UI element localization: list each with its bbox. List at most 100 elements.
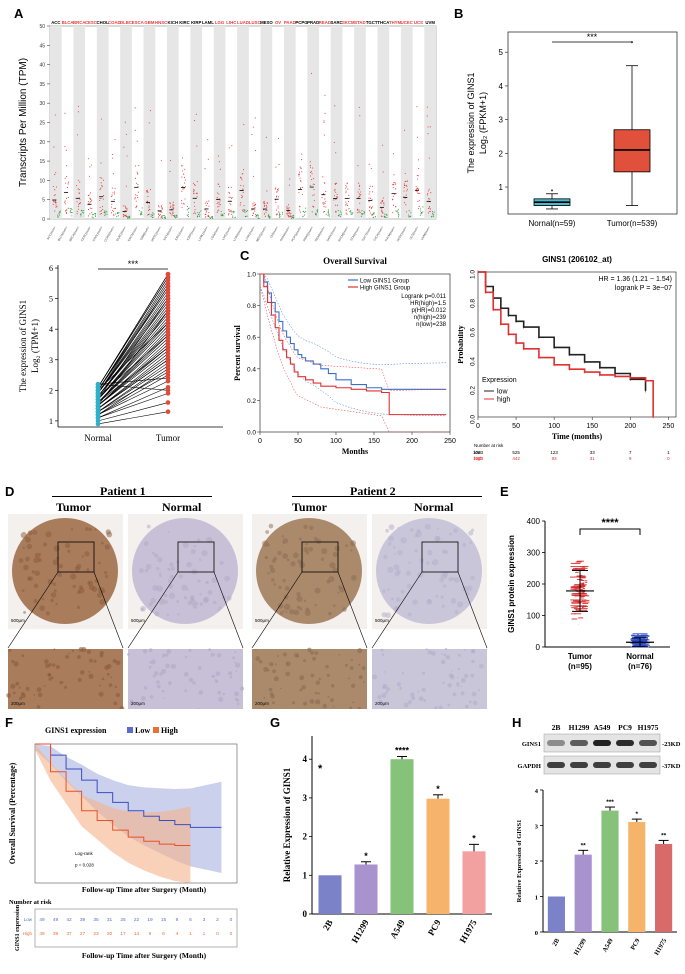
x-tick-label: 250 — [663, 423, 675, 430]
tumor-dot — [99, 189, 101, 191]
cancer-label: DLBC — [120, 20, 132, 25]
zoom-speckle — [381, 653, 385, 656]
chart-title: GINS1 (206102_at) — [542, 255, 612, 264]
zoom-speckle — [197, 666, 202, 670]
tissue-speckle — [405, 570, 411, 576]
tissue-speckle — [67, 549, 71, 553]
tumor-dot — [76, 213, 78, 215]
y-tick-label: 3 — [303, 793, 308, 803]
tumor-point — [165, 308, 171, 314]
normal-dot — [220, 213, 222, 215]
tumor-dot — [266, 206, 268, 208]
tumor-dot — [405, 211, 407, 213]
tissue-speckle — [296, 591, 301, 597]
scale-label: 200μm — [11, 701, 25, 706]
tumor-dot — [382, 144, 384, 146]
tumor-dot — [77, 206, 79, 208]
tumor-dot — [66, 165, 68, 167]
tumor-dot — [216, 197, 218, 199]
normal-dot — [141, 214, 143, 216]
tumor-dot — [100, 212, 103, 215]
tumor-dot — [100, 182, 102, 184]
y-tick-label: 0 — [42, 217, 45, 223]
tumor-dot — [336, 204, 339, 206]
x-tick-label: LGG(num= — [210, 225, 221, 240]
tumor-dot — [403, 187, 405, 189]
tumor-dot — [240, 177, 242, 179]
x-tick-label: LUSC(num= — [244, 225, 256, 242]
tumor-dot — [359, 211, 361, 213]
tumor-dot — [383, 204, 385, 206]
tumor-dot — [76, 201, 78, 203]
tumor-dot — [251, 209, 253, 211]
normal-dot — [161, 215, 163, 217]
tissue-speckle — [332, 551, 338, 558]
zoom-speckle — [441, 653, 443, 655]
normal-dot — [397, 208, 399, 210]
zoom-speckle — [106, 672, 110, 676]
x-tick-label: LIHC(num= — [221, 225, 232, 241]
tissue-speckle — [397, 550, 403, 556]
tissue-speckle — [320, 557, 325, 561]
tissue-speckle — [436, 527, 439, 530]
blot-band — [593, 740, 611, 746]
tumor-dot — [345, 204, 347, 206]
tumor-dot — [416, 188, 418, 190]
tumor-dot — [382, 202, 384, 204]
tumor-dot — [240, 202, 242, 204]
normal-dot — [59, 210, 61, 212]
tumor-dot — [146, 189, 148, 191]
tumor-dot — [169, 160, 172, 162]
tumor-dot — [266, 202, 268, 204]
zoom-speckle — [68, 652, 70, 655]
tumor-dot — [228, 210, 230, 212]
tumor-dot — [173, 215, 175, 217]
tissue-speckle — [393, 564, 400, 571]
zoom-speckle — [350, 658, 354, 662]
tumor-dot — [358, 193, 360, 195]
tissue-speckle — [427, 598, 432, 604]
cancer-label: COAD — [108, 20, 121, 25]
bar — [601, 810, 619, 932]
zoom-speckle — [81, 647, 87, 653]
tumor-dot — [359, 202, 361, 204]
tissue-speckle — [383, 554, 388, 560]
risk-value: 2 — [216, 917, 219, 923]
zoom-speckle — [327, 695, 330, 698]
normal-dot — [198, 215, 200, 217]
tumor-dot — [370, 167, 372, 170]
tumor-dot — [286, 212, 288, 215]
tissue-speckle — [308, 546, 314, 552]
tissue-speckle — [21, 589, 25, 592]
normal-dot — [432, 216, 435, 218]
tumor-dot — [242, 188, 244, 190]
tissue-speckle — [170, 566, 175, 571]
tumor-dot — [241, 194, 243, 196]
tissue-speckle — [98, 561, 101, 565]
tissue-speckle — [303, 547, 309, 553]
normal-dot — [186, 205, 188, 208]
tumor-dot — [357, 196, 359, 198]
tumor-dot — [183, 202, 185, 204]
tissue-speckle — [176, 599, 180, 603]
tumor-point — [165, 388, 171, 393]
zoom-speckle — [99, 684, 101, 687]
x-tick-label: COAD(num= — [103, 225, 115, 242]
plot-frame — [259, 273, 451, 433]
zoom-speckle — [229, 675, 233, 679]
tissue-speckle — [281, 535, 285, 538]
lane-label: H1975 — [638, 723, 659, 732]
x-category-label: Tumor — [568, 652, 592, 661]
sig-label: **** — [601, 517, 619, 529]
normal-dot — [268, 214, 270, 216]
y-tick-label: 400 — [527, 517, 541, 526]
tumor-dot — [102, 208, 104, 210]
tumor-dot — [300, 188, 302, 190]
tumor-dot — [241, 179, 243, 181]
tumor-dot — [311, 178, 313, 181]
tumor-dot — [323, 120, 325, 122]
zoom-speckle — [254, 649, 257, 651]
zoom-speckle — [471, 659, 475, 664]
zoom-speckle — [162, 653, 166, 657]
zoom-speckle — [21, 691, 25, 696]
